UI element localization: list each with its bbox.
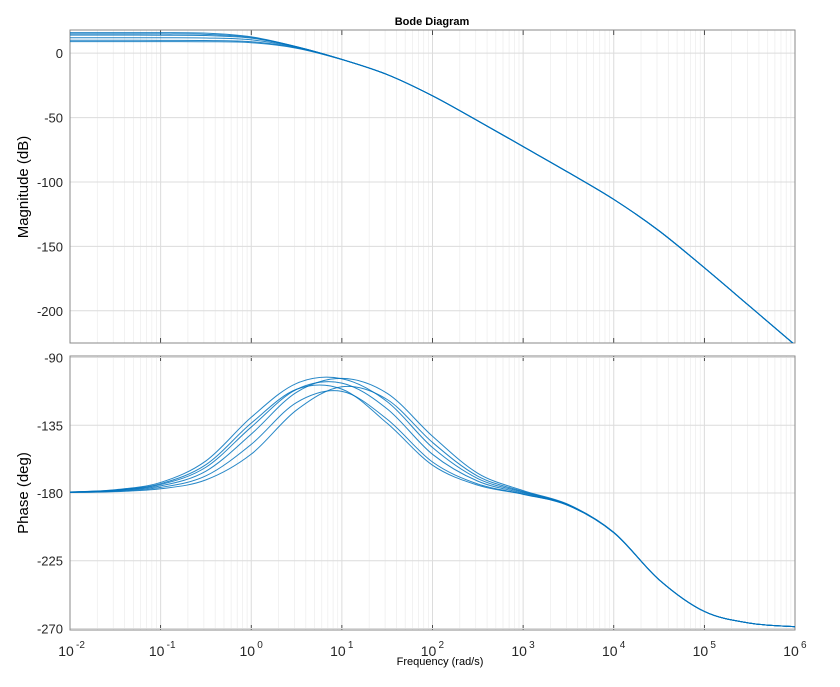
x-tick-label: 10: [602, 643, 618, 659]
x-tick-label: 10: [239, 643, 255, 659]
y-tick-label: -50: [44, 111, 63, 126]
x-tick-exponent: 4: [620, 640, 626, 651]
x-tick-exponent: 5: [710, 640, 716, 651]
series-line: [70, 385, 795, 628]
x-axis-label: Frequency (rad/s): [397, 656, 484, 668]
magnitude-axis-label: Magnitude (dB): [15, 136, 32, 239]
x-tick-label: 10: [330, 643, 346, 659]
magnitude-plot: 0 -50 -100 -150 -200: [37, 29, 796, 344]
y-tick-label: -150: [37, 239, 63, 254]
axes-box: [69, 29, 796, 344]
x-tick-label: 10: [783, 643, 799, 659]
y-tick-label: -225: [37, 554, 63, 569]
y-tick-label: -100: [37, 175, 63, 190]
x-tick-exponent: 3: [529, 640, 535, 651]
x-tick-exponent: 2: [439, 640, 445, 651]
y-tick-label: -135: [37, 418, 63, 433]
y-tick-label: 0: [56, 46, 63, 61]
x-tick-exponent: 0: [257, 640, 263, 651]
x-tick-label: 10: [58, 643, 74, 659]
axes-box: [69, 355, 796, 631]
phase-axis-label: Phase (deg): [15, 452, 32, 534]
x-tick-exponent: 1: [348, 640, 354, 651]
x-tick-exponent: -2: [76, 640, 85, 651]
x-tick-label: 10: [693, 643, 709, 659]
x-tick-label: 10: [511, 643, 527, 659]
y-tick-label: -270: [37, 621, 63, 636]
x-tick-exponent: -1: [167, 640, 176, 651]
chart-title: Bode Diagram: [395, 16, 470, 28]
phase-plot: -90 -135 -180 -225 -270: [37, 351, 796, 636]
series-line: [70, 33, 794, 343]
x-tick-label: 10: [421, 643, 437, 659]
y-tick-label: -90: [44, 351, 63, 366]
x-tick-exponent: 6: [801, 640, 807, 651]
x-tick-label: 10: [149, 643, 165, 659]
y-tick-label: -180: [37, 486, 63, 501]
y-tick-label: -200: [37, 304, 63, 319]
